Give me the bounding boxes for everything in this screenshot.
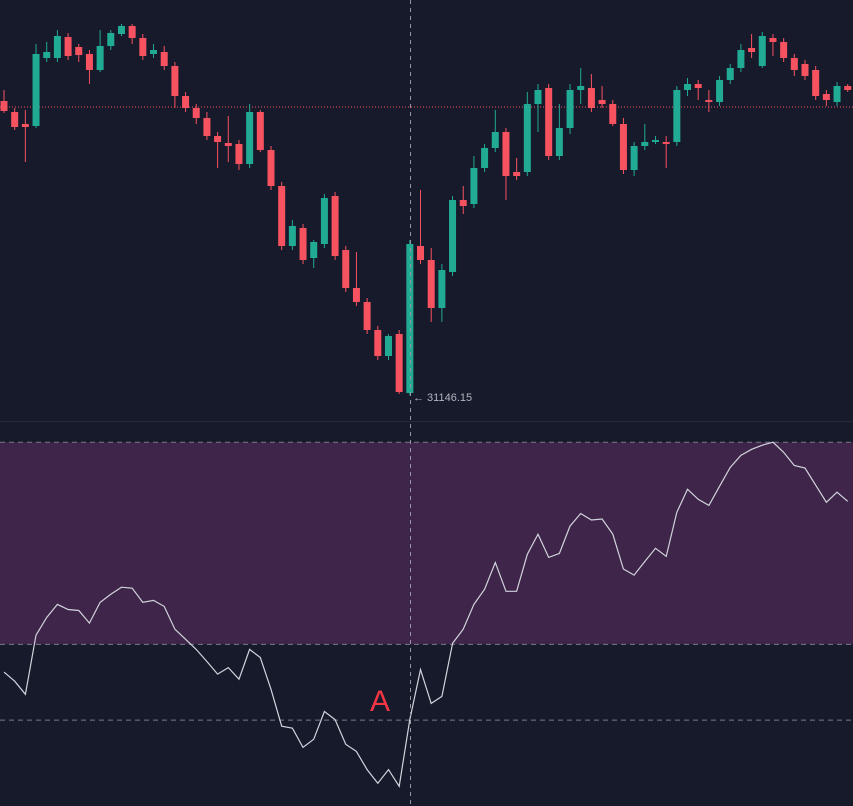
candle-body — [224, 143, 232, 146]
candle-body — [737, 50, 745, 68]
candle-body — [384, 336, 392, 356]
candle-body — [812, 70, 820, 96]
candle-body — [331, 196, 339, 256]
candle-body — [374, 330, 382, 356]
candle-body — [534, 90, 542, 104]
candle-body — [342, 250, 350, 288]
candle-body — [716, 80, 724, 102]
candle-body — [75, 47, 83, 55]
candle-body — [160, 52, 168, 66]
candle-body — [609, 104, 617, 124]
candle-body — [352, 288, 360, 302]
candle-body — [566, 90, 574, 128]
candle-body — [117, 26, 125, 34]
annotation: A — [370, 685, 390, 718]
candle-body — [790, 58, 798, 70]
candle-body — [555, 128, 563, 156]
candle-body — [235, 144, 243, 164]
candle-body — [192, 108, 200, 118]
candle-body — [502, 132, 510, 176]
candle-body — [630, 146, 638, 170]
candle-body — [32, 54, 40, 126]
candle-body — [822, 94, 830, 100]
candle-body — [43, 52, 51, 58]
price-pane — [0, 24, 853, 396]
candle-body — [769, 38, 777, 42]
candle-body — [64, 37, 72, 56]
candle-body — [662, 142, 670, 144]
candle-body — [587, 88, 595, 108]
candle-body — [651, 140, 659, 142]
candle-body — [417, 246, 425, 260]
candle-body — [459, 200, 467, 206]
candle-body — [288, 226, 296, 246]
candle-body — [758, 36, 766, 66]
candle-body — [438, 270, 446, 308]
candle-body — [673, 90, 681, 142]
oscillator-line — [3, 441, 849, 788]
candle-body — [150, 50, 158, 54]
candle-body — [598, 100, 606, 104]
candle-body — [11, 112, 19, 127]
candle-body — [619, 124, 627, 170]
candle-body — [299, 228, 307, 260]
candle-body — [320, 198, 328, 244]
candle-body — [96, 46, 104, 70]
candle-body — [278, 186, 286, 246]
candle-body — [726, 68, 734, 80]
candle-body — [171, 66, 179, 96]
candle-body — [481, 148, 489, 168]
candle-body — [128, 26, 136, 38]
candle-body — [182, 96, 190, 108]
candle-body — [427, 260, 435, 308]
candle-body — [256, 112, 264, 150]
candle-body — [53, 36, 61, 58]
candle-body — [470, 168, 478, 204]
candle-body — [85, 54, 93, 70]
candle-body — [844, 86, 852, 90]
candle-body — [267, 150, 275, 186]
candle-body — [523, 104, 531, 172]
candle-body — [139, 38, 147, 56]
candle-body — [684, 84, 692, 90]
candle-body — [449, 200, 457, 272]
candle-body — [801, 64, 809, 76]
candle-body — [705, 100, 713, 102]
candle-body — [203, 118, 211, 136]
candle-body — [641, 142, 649, 146]
oscillator-pane — [0, 441, 853, 788]
candle-body — [107, 33, 115, 46]
candle-body — [545, 88, 553, 156]
candle-body — [246, 112, 254, 164]
candle-body — [577, 86, 585, 90]
candle-body — [694, 84, 702, 88]
band — [0, 442, 853, 645]
low-price-label: ← 31146.15 — [413, 392, 472, 404]
candle-body — [395, 334, 403, 392]
candle-body — [363, 302, 371, 330]
candle-body — [780, 42, 788, 58]
candle-body — [310, 242, 318, 258]
candle-body — [406, 244, 414, 393]
candle-body — [491, 132, 499, 148]
candle-body — [21, 124, 29, 127]
candle-body — [513, 172, 521, 176]
candle-body — [0, 101, 8, 111]
candle-body — [833, 86, 841, 102]
candle-body — [748, 48, 756, 52]
candle-body — [214, 136, 222, 142]
